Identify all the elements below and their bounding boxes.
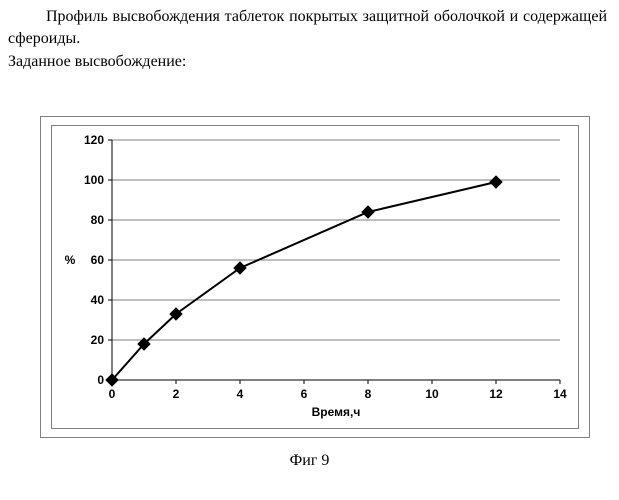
svg-text:20: 20 xyxy=(91,333,105,347)
svg-text:80: 80 xyxy=(91,213,105,227)
svg-text:100: 100 xyxy=(84,173,104,187)
svg-text:6: 6 xyxy=(301,387,308,401)
chart-inner-frame: 0 20 40 60 80 100 120 0 2 4 6 8 10 12 14 Время,ч% xyxy=(51,125,579,429)
svg-text:%: % xyxy=(65,253,76,267)
svg-text:8: 8 xyxy=(365,387,372,401)
svg-text:2: 2 xyxy=(173,387,180,401)
subheading-text: Заданное высвобождение: xyxy=(8,53,186,70)
figure-caption-text: Фиг 9 xyxy=(290,452,330,469)
svg-text:12: 12 xyxy=(489,387,503,401)
svg-text:120: 120 xyxy=(84,133,104,147)
svg-text:0: 0 xyxy=(109,387,116,401)
subheading: Заданное высвобождение: xyxy=(0,49,619,71)
release-chart: 0 20 40 60 80 100 120 0 2 4 6 8 10 12 14 Время,ч% xyxy=(52,126,578,428)
figure-caption: Фиг 9 xyxy=(0,452,619,470)
body-paragraph: Профиль высвобождения таблеток покрытых … xyxy=(0,0,619,49)
svg-text:14: 14 xyxy=(553,387,567,401)
page: Профиль высвобождения таблеток покрытых … xyxy=(0,0,619,500)
svg-text:Время,ч: Время,ч xyxy=(312,405,361,419)
svg-text:4: 4 xyxy=(237,387,244,401)
paragraph-text: Профиль высвобождения таблеток покрытых … xyxy=(8,8,607,47)
svg-text:10: 10 xyxy=(425,387,439,401)
svg-text:40: 40 xyxy=(91,293,105,307)
svg-text:60: 60 xyxy=(91,253,105,267)
chart-outer-frame: 0 20 40 60 80 100 120 0 2 4 6 8 10 12 14 Время,ч% xyxy=(40,116,590,438)
svg-text:0: 0 xyxy=(97,373,104,387)
